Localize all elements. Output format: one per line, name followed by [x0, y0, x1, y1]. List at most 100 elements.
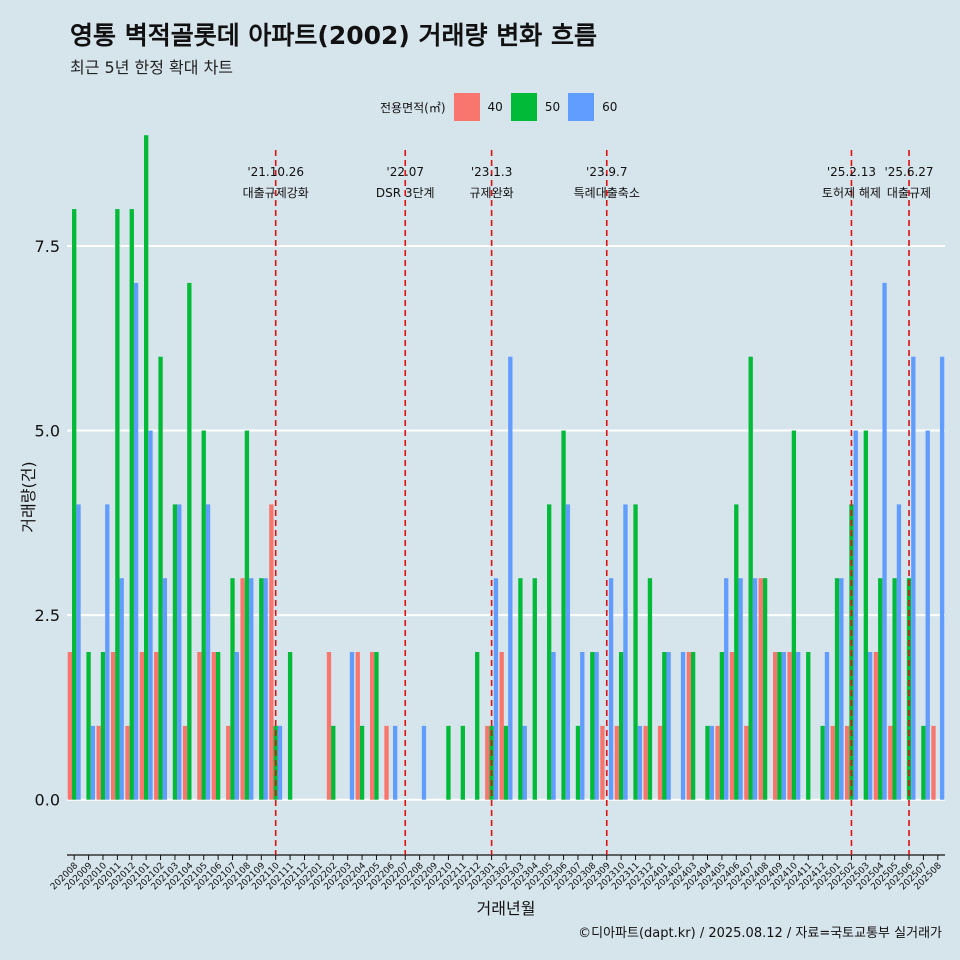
event-label: DSR 3단계: [376, 186, 435, 200]
bar-60-202105: [205, 504, 211, 800]
bar-50-202408: [762, 578, 768, 800]
bar-40-202405: [715, 725, 720, 800]
y-tick-label: 0.0: [35, 791, 60, 810]
bar-60-202301: [493, 578, 499, 800]
bar-50-202304: [532, 578, 537, 800]
bar-50-202104: [187, 282, 192, 800]
bar-50-202108: [244, 430, 250, 800]
bar-60-202310: [623, 504, 628, 800]
bar-60-202306: [565, 504, 571, 800]
legend-label-50: 50: [544, 100, 561, 114]
bar-50-202405: [719, 652, 725, 800]
bar-40-202501: [830, 725, 835, 800]
bar-60-202406: [738, 578, 743, 800]
bar-40-202102: [154, 652, 159, 800]
bar-40-202403: [686, 652, 691, 800]
bar-40-202010: [96, 725, 101, 800]
bar-50-202412: [820, 725, 825, 800]
bar-60-202307: [580, 652, 585, 800]
bar-60-202203: [349, 652, 355, 800]
bar-60-202010: [105, 504, 110, 800]
bar-60-202302: [508, 356, 513, 800]
bar-60-202009: [90, 725, 96, 800]
bar-60-202101: [148, 430, 153, 800]
bar-60-202303: [522, 725, 527, 800]
bar-40-202202: [326, 652, 332, 800]
bar-50-202506: [906, 578, 912, 800]
bar-50-202205: [374, 652, 379, 800]
bar-50-202306: [561, 430, 566, 800]
bar-40-202504: [873, 652, 879, 800]
bar-50-202404: [705, 725, 710, 800]
bar-60-202008: [76, 504, 81, 800]
event-label: 대출규제: [887, 186, 931, 200]
bar-50-202410: [791, 430, 797, 800]
caption: ©디아파트(dapt.kr) / 2025.08.12 / 자료=국토교통부 실…: [578, 926, 942, 941]
bar-50-202505: [892, 578, 897, 800]
bar-50-202507: [921, 725, 926, 800]
bar-60-202503: [867, 652, 873, 800]
bar-60-202102: [162, 578, 168, 800]
bar-50-202010: [100, 652, 106, 800]
bar-60-202206: [393, 725, 398, 800]
chart-title: 영통 벽적골롯데 아파트(2002) 거래량 변화 흐름: [70, 21, 597, 50]
bar-40-202312: [643, 725, 648, 800]
y-tick-label: 5.0: [35, 422, 60, 441]
bar-60-202011: [119, 578, 124, 800]
event-date: '21.10.26: [247, 165, 304, 179]
bar-60-202110: [277, 725, 283, 800]
bar-60-202504: [882, 282, 887, 800]
bar-50-202308: [590, 652, 595, 800]
legend-item-50: 50: [510, 93, 561, 121]
bar-50-202303: [518, 578, 523, 800]
bar-60-202409: [781, 652, 786, 800]
bar-40-202204: [355, 652, 360, 800]
bar-50-202307: [575, 725, 581, 800]
bar-40-202101: [139, 652, 145, 800]
bar-50-202211: [460, 725, 465, 800]
bar-60-202107: [234, 652, 240, 800]
bar-50-202302: [503, 725, 509, 800]
bar-40-202108: [240, 578, 245, 800]
bar-60-202012: [133, 282, 139, 800]
legend-item-60: 60: [568, 93, 617, 121]
chart-subtitle: 최근 5년 한정 확대 차트: [70, 58, 234, 77]
bar-40-202409: [772, 652, 778, 800]
bar-60-202501: [839, 578, 844, 800]
event-date: '25.2.13: [827, 165, 876, 179]
bar-60-202508: [939, 356, 945, 800]
bar-50-202210: [446, 725, 451, 800]
bar-50-202106: [215, 652, 221, 800]
bar-50-202111: [287, 652, 293, 800]
legend-item-40: 40: [453, 93, 503, 121]
bar-50-202102: [158, 356, 163, 800]
bar-60-202109: [263, 578, 268, 800]
bar-40-202011: [110, 652, 116, 800]
bar-50-202107: [230, 578, 235, 800]
bar-60-202309: [608, 578, 614, 800]
y-axis-title: 거래량(건): [19, 461, 38, 532]
bar-50-202103: [172, 504, 178, 800]
bar-60-202506: [911, 356, 916, 800]
bar-40-202107: [226, 725, 231, 800]
bar-50-202012: [129, 209, 134, 800]
legend-swatch-40: [453, 93, 480, 121]
bar-50-202311: [633, 504, 638, 800]
event-label: 특례대출축소: [574, 186, 640, 200]
bar-50-202409: [777, 652, 782, 800]
bar-40-202401: [657, 725, 663, 800]
bar-50-202401: [662, 652, 667, 800]
event-date: '22.07: [386, 165, 424, 179]
bar-50-202008: [72, 209, 77, 800]
bar-50-202204: [359, 725, 365, 800]
bar-40-202406: [729, 652, 735, 800]
event-label: 규제완화: [470, 186, 514, 200]
legend-title: 전용면적(㎡): [380, 100, 446, 115]
bar-50-202503: [863, 430, 868, 800]
bar-40-202206: [384, 725, 389, 800]
bar-40-202110: [269, 504, 274, 800]
bar-60-202410: [796, 652, 801, 800]
bar-60-202311: [637, 725, 643, 800]
bar-60-202412: [824, 652, 830, 800]
